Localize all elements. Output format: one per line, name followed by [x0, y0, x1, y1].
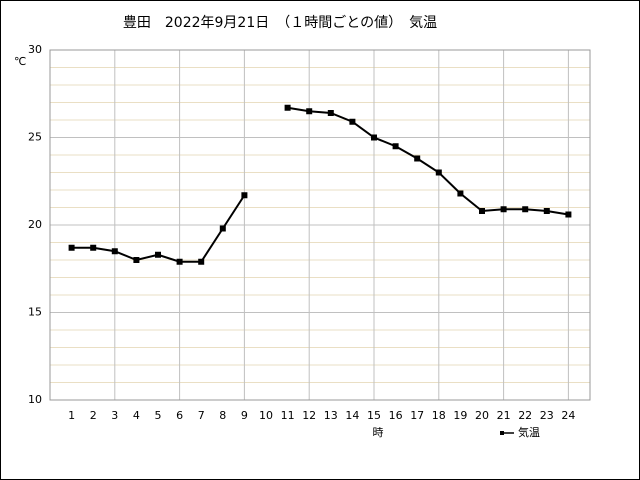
point — [457, 190, 464, 197]
x-tick-label: 1 — [68, 409, 75, 422]
point — [306, 108, 313, 115]
point — [565, 211, 572, 218]
x-tick-label: 7 — [198, 409, 205, 422]
point — [198, 258, 205, 265]
point — [155, 251, 161, 258]
point — [133, 257, 140, 263]
point — [327, 110, 334, 116]
y-tick-label: 25 — [28, 131, 42, 144]
x-tick-label: 15 — [367, 409, 381, 422]
y-tick-label: 15 — [28, 306, 42, 319]
x-tick-label: 19 — [453, 409, 467, 422]
point — [111, 248, 118, 255]
point — [500, 206, 507, 213]
y-tick-label: 30 — [28, 43, 42, 56]
x-tick-label: 22 — [518, 409, 532, 422]
x-tick-label: 3 — [111, 409, 118, 422]
x-tick-label: 13 — [324, 409, 338, 422]
x-tick-label: 24 — [561, 409, 575, 422]
legend-label: 気温 — [518, 425, 540, 439]
point — [479, 208, 485, 214]
x-tick-label: 16 — [389, 409, 403, 422]
y-tick-label: 10 — [28, 393, 42, 406]
x-axis-label: 時 — [373, 426, 384, 439]
point — [241, 192, 248, 199]
x-tick-label: 5 — [155, 409, 162, 422]
y-unit: ℃ — [14, 55, 26, 68]
point — [219, 225, 226, 232]
x-tick-label: 14 — [345, 409, 359, 422]
x-tick-label: 23 — [540, 409, 554, 422]
x-tick-label: 2 — [90, 409, 97, 422]
x-tick-label: 12 — [302, 409, 316, 422]
x-tick-label: 11 — [281, 409, 295, 422]
point — [435, 169, 442, 176]
point — [522, 206, 529, 213]
point — [284, 104, 291, 111]
x-tick-label: 18 — [432, 409, 446, 422]
point — [543, 208, 550, 214]
chart-title: 豊田 2022年9月21日 （１時間ごとの値） 気温 — [123, 15, 437, 31]
point — [371, 134, 377, 141]
point — [176, 258, 183, 265]
y-tick-label: 20 — [28, 218, 42, 231]
x-tick-label: 4 — [133, 409, 140, 422]
plot-border — [49, 49, 591, 401]
line — [287, 106, 569, 216]
legend-marker — [500, 431, 504, 435]
x-tick-label: 10 — [259, 409, 273, 422]
point — [90, 244, 97, 251]
x-tick-label: 6 — [176, 409, 183, 422]
point — [349, 118, 356, 125]
x-tick-label: 21 — [497, 409, 511, 422]
point — [68, 244, 75, 251]
x-tick-label: 8 — [219, 409, 226, 422]
x-tick-label: 17 — [410, 409, 424, 422]
point — [414, 155, 421, 162]
point — [392, 143, 399, 150]
x-tick-label: 20 — [475, 409, 489, 422]
x-tick-label: 9 — [241, 409, 248, 422]
